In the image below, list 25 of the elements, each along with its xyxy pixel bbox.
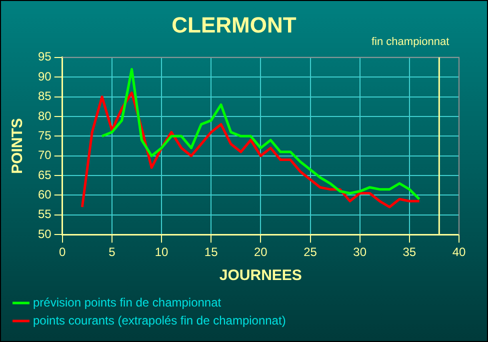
x-tick-label: 15 <box>204 245 218 260</box>
y-axis-title: POINTS <box>9 118 26 174</box>
y-tick-label: 55 <box>38 207 52 222</box>
x-tick-label: 10 <box>154 245 169 260</box>
x-tick-label: 25 <box>304 245 318 260</box>
ref-line-label: fin championnat <box>371 36 450 48</box>
y-tick-label: 65 <box>38 168 52 182</box>
legend-label: prévision points fin de championnat <box>33 295 222 310</box>
y-tick-label: 75 <box>38 128 52 142</box>
x-tick-label: 35 <box>402 245 416 260</box>
y-tick-label: 80 <box>38 108 52 123</box>
chart-title: CLERMONT <box>172 12 297 38</box>
x-tick-label: 5 <box>108 245 116 260</box>
legend-label: points courants (extrapolés fin de championnat) <box>33 313 286 328</box>
x-axis-title: JOURNEES <box>219 267 302 284</box>
y-tick-label: 50 <box>38 226 52 241</box>
x-tick-label: 30 <box>353 245 367 260</box>
x-tick-label: 20 <box>254 245 268 260</box>
x-tick-label: 40 <box>452 245 466 260</box>
y-tick-label: 85 <box>38 89 52 104</box>
y-tick-label: 60 <box>38 188 52 202</box>
y-tick-label: 90 <box>38 69 52 84</box>
y-tick-label: 70 <box>38 148 52 162</box>
x-tick-label: 0 <box>59 245 66 260</box>
y-tick-label: 95 <box>38 50 52 64</box>
